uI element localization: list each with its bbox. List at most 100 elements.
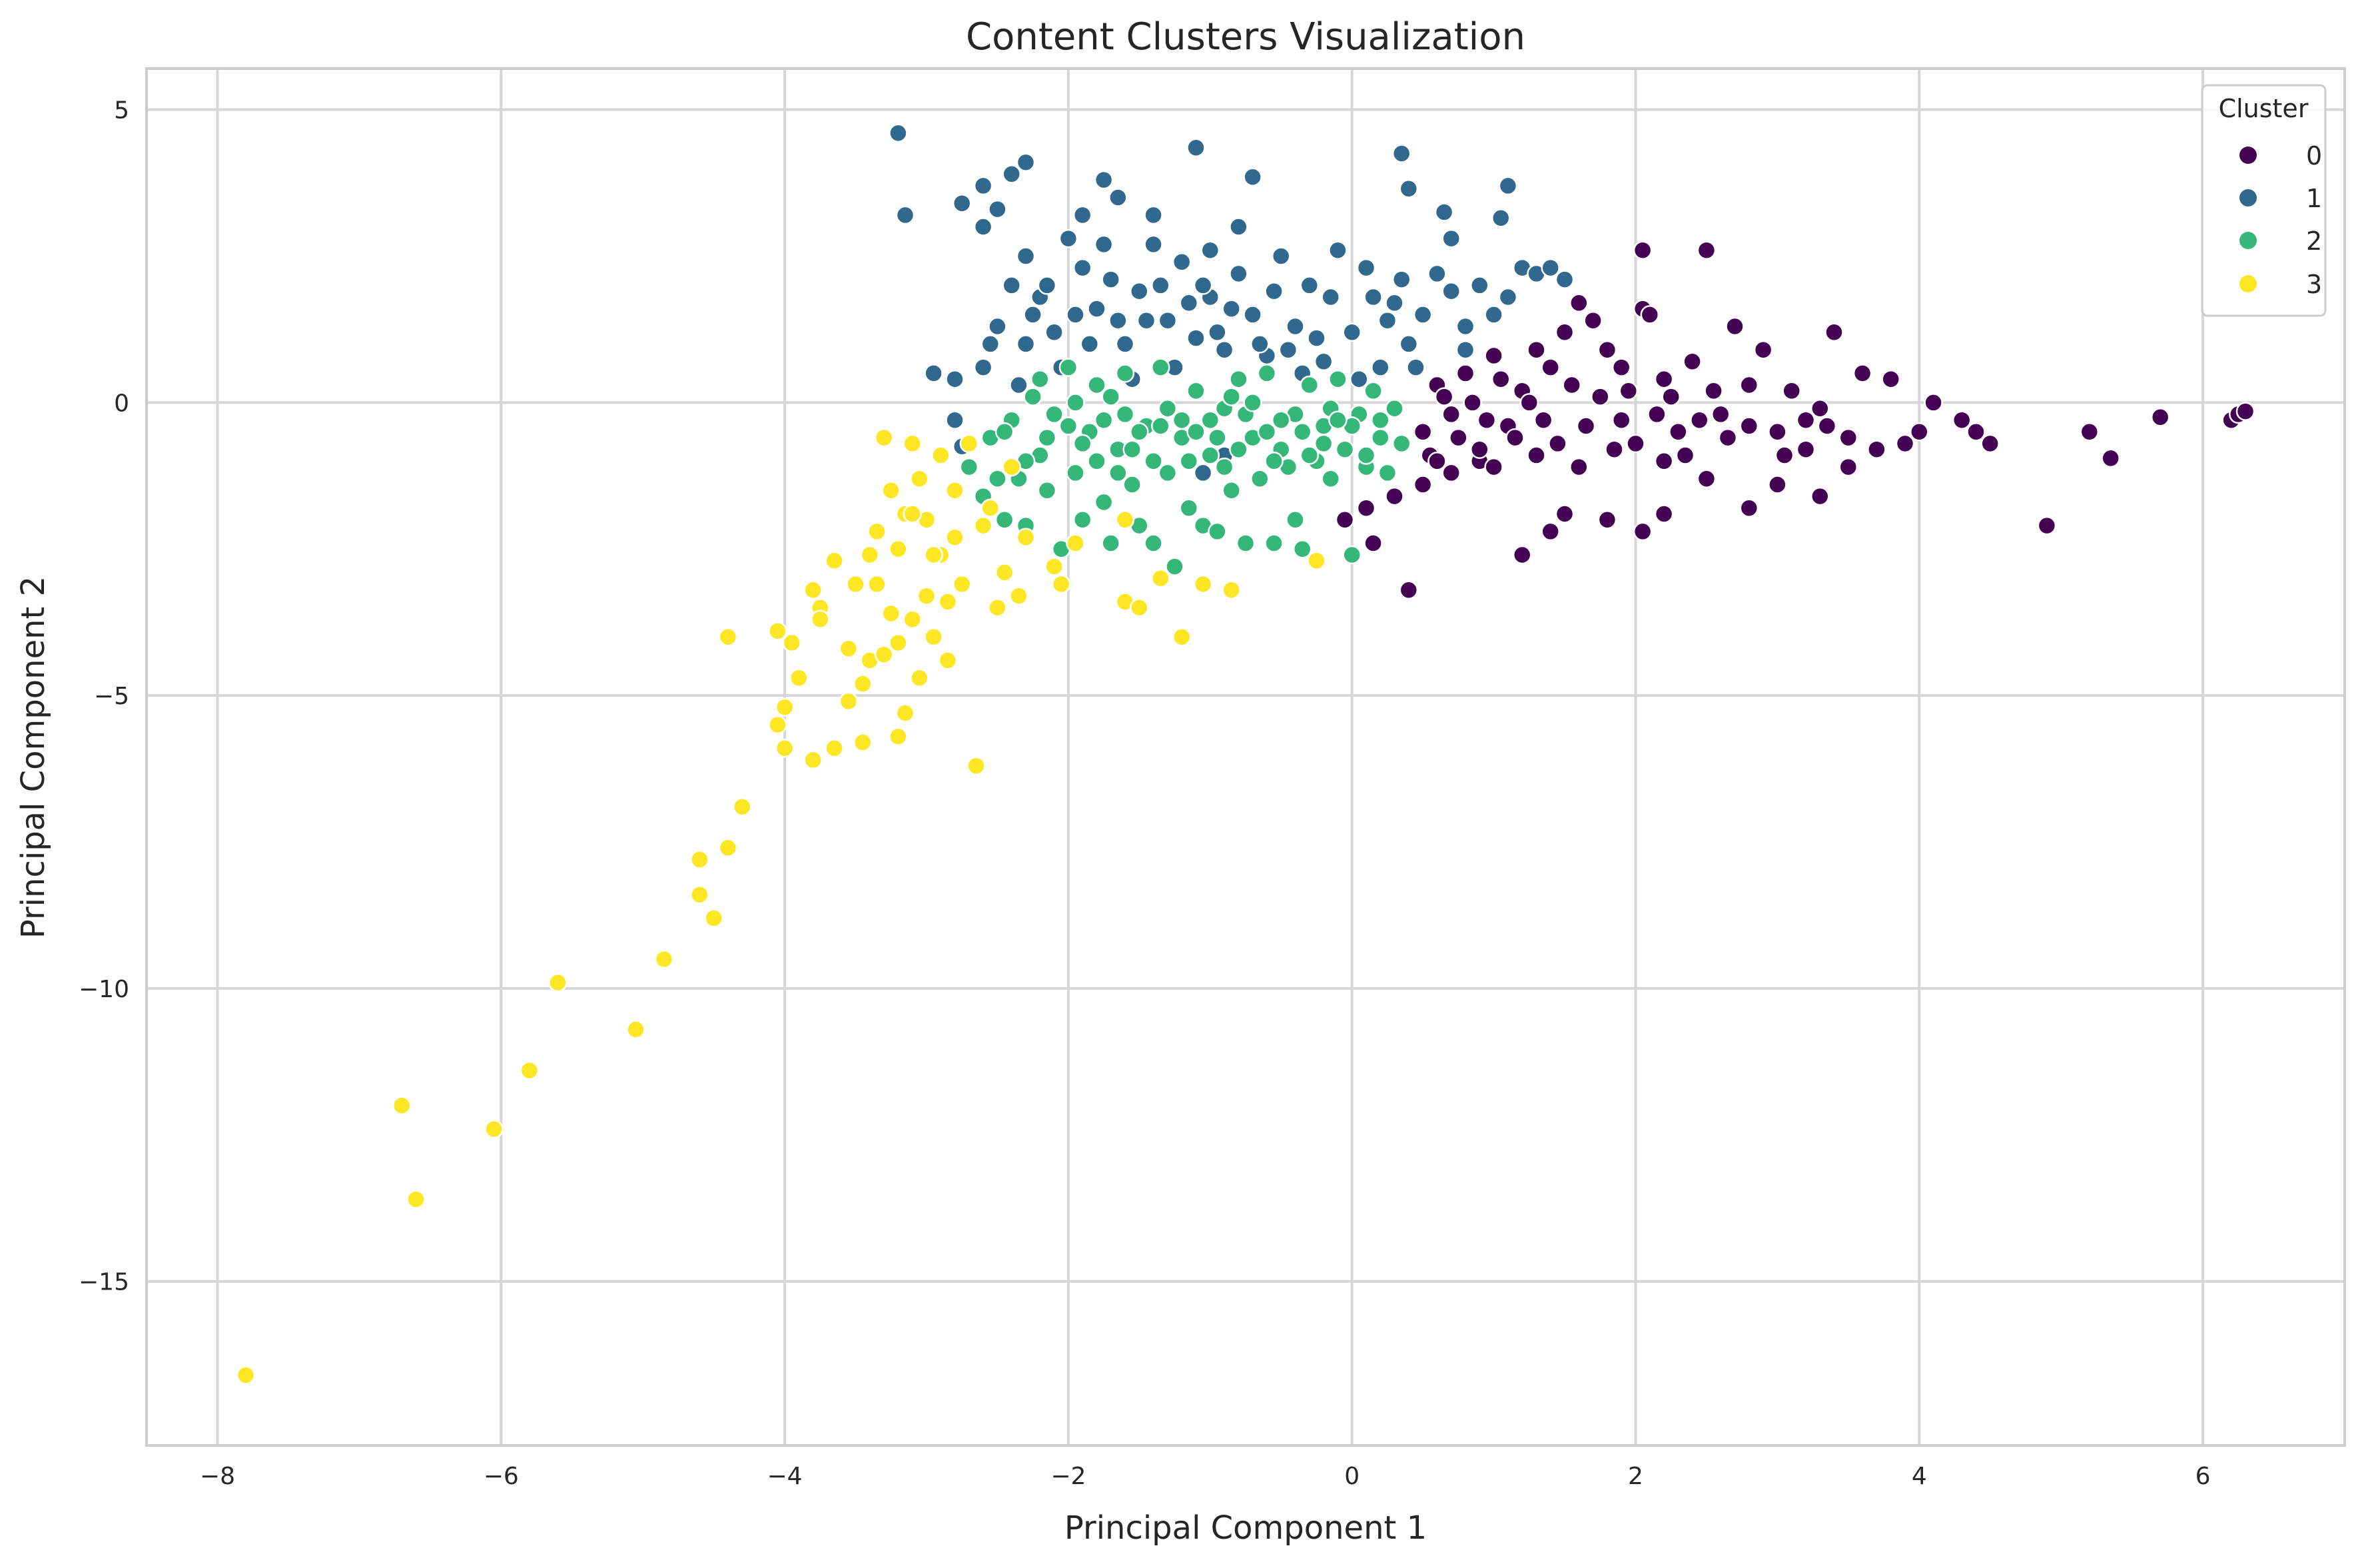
x-tick-label: 2: [1628, 1463, 1643, 1490]
point-cluster-3: [1172, 627, 1192, 647]
point-cluster-2: [1229, 440, 1248, 459]
point-cluster-2: [1101, 387, 1120, 406]
point-cluster-1: [1470, 276, 1489, 295]
point-cluster-0: [1838, 428, 1858, 448]
point-cluster-0: [1548, 434, 1567, 454]
point-cluster-3: [881, 481, 901, 500]
point-cluster-1: [1484, 305, 1503, 324]
point-cluster-0: [1739, 416, 1759, 436]
point-cluster-3: [938, 651, 958, 670]
point-cluster-2: [1364, 381, 1383, 401]
point-cluster-1: [952, 194, 972, 213]
point-cluster-2: [988, 469, 1007, 488]
legend-marker-2: [2239, 232, 2257, 249]
point-cluster-3: [903, 434, 922, 454]
point-cluster-2: [1101, 534, 1120, 553]
point-cluster-3: [704, 909, 723, 928]
point-cluster-2: [1087, 452, 1106, 471]
point-cluster-3: [931, 446, 951, 465]
point-cluster-3: [1222, 580, 1241, 600]
point-cluster-2: [1115, 404, 1135, 424]
point-cluster-1: [1058, 228, 1078, 248]
point-cluster-0: [1640, 305, 1660, 324]
point-cluster-0: [1817, 416, 1837, 436]
point-cluster-0: [1753, 340, 1773, 360]
y-tick-label: 5: [114, 97, 129, 125]
point-cluster-2: [1087, 375, 1106, 395]
point-cluster-1: [981, 334, 1000, 354]
point-cluster-0: [1824, 322, 1844, 342]
point-cluster-2: [1172, 410, 1192, 430]
point-cluster-3: [867, 574, 887, 594]
point-cluster-2: [1144, 534, 1163, 553]
legend-label-2: 2: [2306, 226, 2322, 256]
point-cluster-2: [1208, 522, 1227, 542]
point-cluster-3: [967, 756, 986, 775]
x-tick-label: −2: [1050, 1463, 1086, 1490]
legend-title: Cluster: [2219, 94, 2309, 123]
point-cluster-3: [924, 627, 943, 647]
point-cluster-1: [1321, 287, 1340, 307]
point-cluster-3: [718, 627, 738, 647]
point-cluster-0: [1576, 416, 1596, 436]
point-cluster-0: [1796, 440, 1816, 459]
x-tick-label: −6: [484, 1463, 519, 1490]
point-cluster-1: [1214, 340, 1234, 360]
point-cluster-1: [1037, 276, 1057, 295]
point-cluster-2: [994, 510, 1014, 530]
point-cluster-1: [1101, 270, 1120, 289]
point-cluster-1: [1009, 375, 1028, 395]
point-cluster-0: [1895, 434, 1915, 454]
point-cluster-3: [895, 703, 915, 723]
point-cluster-3: [1051, 574, 1071, 594]
legend-label-1: 1: [2306, 184, 2322, 213]
point-cluster-0: [1952, 410, 1972, 430]
point-cluster-2: [1122, 440, 1142, 459]
point-cluster-1: [973, 217, 993, 236]
point-cluster-1: [1016, 334, 1036, 354]
point-cluster-2: [1130, 422, 1149, 442]
point-cluster-2: [1391, 434, 1411, 454]
point-cluster-2: [1115, 364, 1135, 383]
legend: Cluster 0 1 2 3: [2201, 84, 2327, 317]
point-cluster-0: [1739, 375, 1759, 395]
point-cluster-1: [1413, 305, 1433, 324]
point-cluster-2: [1222, 387, 1241, 406]
point-cluster-1: [973, 176, 993, 196]
point-cluster-0: [1533, 410, 1553, 430]
point-cluster-2: [1094, 410, 1114, 430]
point-cluster-0: [1697, 469, 1717, 488]
point-cluster-2: [1342, 545, 1362, 565]
point-cluster-1: [1023, 305, 1042, 324]
point-cluster-2: [1066, 463, 1085, 483]
point-cluster-1: [1356, 258, 1376, 278]
point-cluster-0: [1527, 446, 1546, 465]
point-cluster-0: [1477, 410, 1497, 430]
point-cluster-2: [1314, 434, 1334, 454]
point-cluster-3: [839, 639, 859, 659]
point-cluster-2: [1158, 463, 1178, 483]
point-cluster-2: [1250, 469, 1270, 488]
point-cluster-1: [1002, 165, 1021, 184]
point-cluster-0: [1484, 457, 1503, 477]
point-cluster-0: [1867, 440, 1886, 459]
point-cluster-2: [1144, 452, 1163, 471]
point-cluster-1: [1186, 138, 1206, 157]
point-cluster-2: [959, 457, 979, 477]
point-cluster-1: [1434, 202, 1454, 222]
point-cluster-0: [1768, 475, 1787, 494]
y-tick-label: −15: [79, 1269, 129, 1296]
data-points: [236, 123, 2255, 1385]
point-cluster-1: [1286, 316, 1305, 336]
point-cluster-1: [1016, 246, 1036, 266]
point-cluster-3: [973, 516, 993, 536]
point-cluster-1: [1498, 176, 1518, 196]
point-cluster-3: [520, 1060, 540, 1080]
point-cluster-0: [1924, 393, 1943, 412]
point-cluster-3: [917, 586, 937, 605]
point-cluster-2: [1179, 498, 1199, 518]
point-cluster-3: [1193, 574, 1213, 594]
point-cluster-0: [1597, 340, 1617, 360]
point-cluster-2: [1300, 446, 1320, 465]
point-cluster-3: [1002, 457, 1021, 477]
